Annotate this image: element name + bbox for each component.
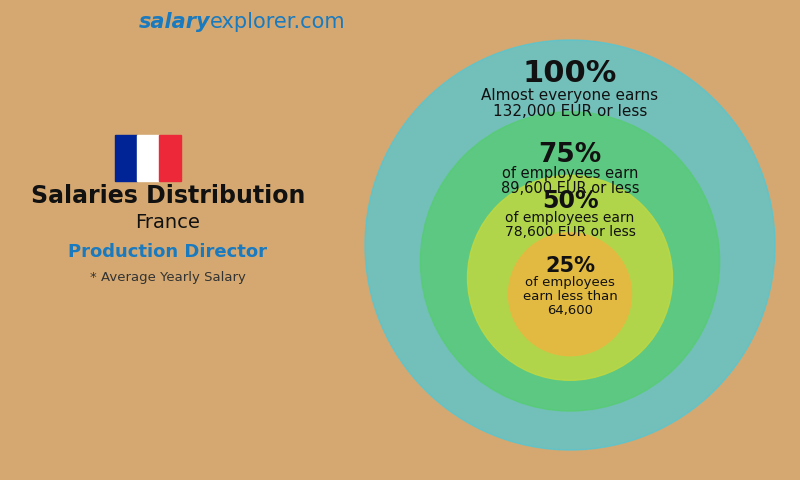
Text: 78,600 EUR or less: 78,600 EUR or less [505,225,635,239]
Text: 50%: 50% [542,189,598,213]
Circle shape [467,175,673,380]
Text: 100%: 100% [523,59,617,88]
Text: Production Director: Production Director [69,243,267,261]
Circle shape [365,40,775,450]
Text: 132,000 EUR or less: 132,000 EUR or less [493,104,647,119]
Circle shape [420,112,720,411]
Text: France: France [135,213,201,231]
Text: explorer.com: explorer.com [210,12,346,32]
Circle shape [509,233,631,356]
Text: 75%: 75% [538,142,602,168]
Bar [159,135,181,181]
Text: of employees: of employees [525,276,615,288]
Text: Almost everyone earns: Almost everyone earns [482,88,658,103]
Text: of employees earn: of employees earn [502,166,638,181]
Text: Salaries Distribution: Salaries Distribution [31,184,305,208]
Text: of employees earn: of employees earn [506,211,634,225]
Text: 89,600 EUR or less: 89,600 EUR or less [501,181,639,196]
Bar [115,135,137,181]
Bar [137,135,159,181]
Text: salary: salary [138,12,210,32]
Text: 64,600: 64,600 [547,304,593,317]
Text: earn less than: earn less than [522,290,618,303]
Text: * Average Yearly Salary: * Average Yearly Salary [90,271,246,284]
Text: 25%: 25% [545,256,595,276]
